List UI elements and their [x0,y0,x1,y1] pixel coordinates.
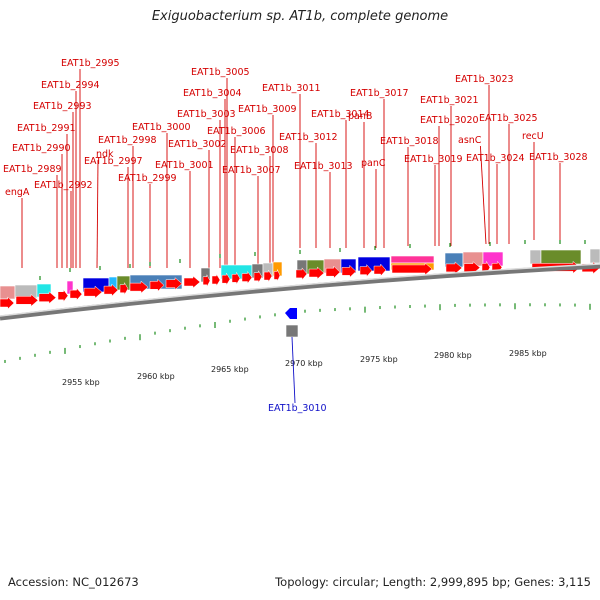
leader-line [96,159,99,269]
forward-gene-arrow [359,263,373,278]
feature-block [14,284,38,299]
feature-block [540,249,582,265]
gene-label-eat1b-3003: EAT1b_3003 [177,109,236,120]
forward-gene-arrow [231,271,241,286]
gene-label-eat1b-2999: EAT1b_2999 [118,173,177,184]
gene-label-eat1b-3014: EAT1b_3014 [311,109,370,120]
forward-gene-arrow [241,270,253,285]
feature-block [589,248,600,264]
gene-label-eat1b-3019: EAT1b_3019 [404,154,463,165]
forward-gene-arrow [273,269,281,282]
topology-label: Topology: circular; Length: 2,999,895 bp… [275,575,591,589]
gene-label-enga: engA [5,187,30,198]
gene-label-panc: panC [361,158,386,169]
gene-label-eat1b-3020: EAT1b_3020 [420,115,479,126]
kbp-label: 2965 kbp [211,365,249,374]
kbp-label: 2980 kbp [434,351,472,360]
gene-label-eat1b-3001: EAT1b_3001 [155,160,214,171]
gene-label-recu: recU [522,131,544,142]
forward-gene-arrow [341,264,357,278]
forward-gene-arrow [221,272,231,287]
gene-label-eat1b-3008: EAT1b_3008 [230,145,289,156]
forward-gene-arrow [149,278,165,292]
gene-label-eat1b-2998: EAT1b_2998 [98,135,157,146]
forward-gene-arrow [391,262,433,276]
gene-label-eat1b-3011: EAT1b_3011 [262,83,321,94]
forward-gene-arrow [57,288,69,303]
forward-gene-arrow [308,266,325,280]
forward-gene-arrow [38,291,57,305]
gene-label-ndk: ndk [96,149,114,160]
gene-label-eat1b-2997: EAT1b_2997 [84,156,143,167]
forward-gene-arrow [103,283,119,297]
kbp-label: 2985 kbp [509,349,547,358]
kbp-label: 2975 kbp [360,355,398,364]
forward-gene-arrow [165,277,183,291]
gene-label-eat1b-2991: EAT1b_2991 [17,123,76,134]
forward-gene-arrow [15,293,39,307]
forward-gene-arrow [253,269,263,284]
gene-label-eat1b-2990: EAT1b_2990 [12,143,71,154]
forward-gene-arrow [202,274,211,287]
gene-label-eat1b-2992: EAT1b_2992 [34,180,93,191]
gene-label-eat1b-3009: EAT1b_3009 [238,104,297,115]
gene-label-eat1b-3021: EAT1b_3021 [420,95,479,106]
forward-gene-arrow [211,273,221,287]
gene-label-eat1b-3004: EAT1b_3004 [183,88,242,99]
gene-label-eat1b-3000: EAT1b_3000 [132,122,191,133]
gene-arrows [0,260,600,310]
kbp-label: 2955 kbp [62,378,100,387]
forward-gene-arrow [263,269,273,283]
forward-gene-arrow [69,287,83,301]
gene-label-eat1b-3006: EAT1b_3006 [207,126,266,137]
forward-gene-arrow [373,263,387,277]
gene-label-eat1b-2995: EAT1b_2995 [61,58,120,69]
kbp-label: 2960 kbp [137,372,175,381]
gene-label-eat1b-3017: EAT1b_3017 [350,88,409,99]
forward-gene-arrow [183,275,201,289]
gene-label-eat1b-3013: EAT1b_3013 [294,161,353,172]
genome-backbone [0,263,600,321]
gene-label-eat1b-3012: EAT1b_3012 [279,132,338,143]
gene-label-eat1b-3023: EAT1b_3023 [455,74,514,85]
gene-label-eat1b-2994: EAT1b_2994 [41,80,100,91]
reverse-strand-gene: EAT1b_3010 [268,308,327,414]
label-leader-lines [21,69,561,269]
gene-label-eat1b-3018: EAT1b_3018 [380,136,439,147]
leader-line [479,145,487,245]
gene-labels: EAT1b_2995 EAT1b_2994 EAT1b_2993 EAT1b_2991… [3,58,588,198]
forward-gene-arrow [325,265,341,279]
genome-backbone-highlight [0,263,600,317]
gene-label-eat1b-3002: EAT1b_3002 [168,139,227,150]
gene-label-eat1b-3028: EAT1b_3028 [529,152,588,163]
gene-label-eat1b-2993: EAT1b_2993 [33,101,92,112]
reverse-gene-arrow [285,308,297,319]
genome-title: Exiguobacterium sp. AT1b, complete genom… [151,9,449,24]
forward-gene-arrow [129,280,149,294]
forward-gene-arrow [295,267,308,281]
forward-gene-arrow [83,285,103,299]
forward-gene-arrow [445,261,463,275]
forward-gene-arrow [119,281,129,296]
gene-label-asnc: asnC [458,135,482,146]
accession-label: Accession: NC_012673 [8,575,139,589]
gene-label-eat1b-2989: EAT1b_2989 [3,164,62,175]
gene-label-eat1b-3005: EAT1b_3005 [191,67,250,78]
gene-label-eat1b-3010: EAT1b_3010 [268,403,327,414]
reverse-feature-block [285,324,299,338]
gene-label-eat1b-3007: EAT1b_3007 [222,165,281,176]
gene-label-panb: panB [348,111,372,122]
scale-ticks [4,303,591,363]
feature-block [390,255,435,264]
feature-block [529,249,542,265]
forward-gene-arrow [0,296,15,310]
kbp-labels: 2955 kbp 2960 kbp 2965 kbp 2970 kbp 2975 kbp… [62,349,547,387]
reverse-leader-line [291,336,296,404]
gene-label-eat1b-3024: EAT1b_3024 [466,153,525,164]
kbp-label: 2970 kbp [285,359,323,368]
gene-label-eat1b-3025: EAT1b_3025 [479,113,538,124]
